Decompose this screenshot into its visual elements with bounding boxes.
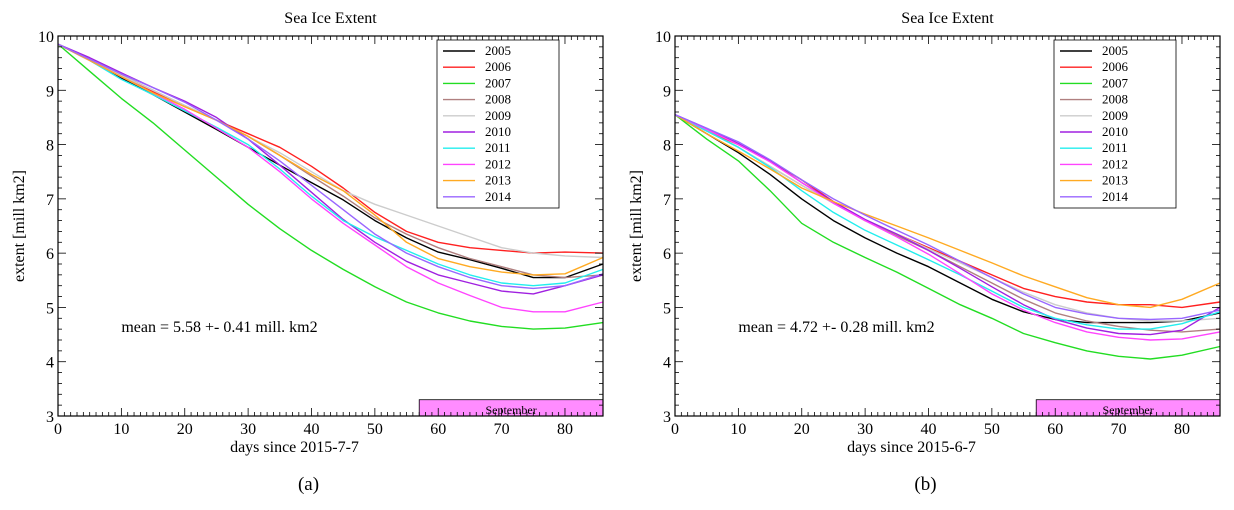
chart-svg-b: Sea Ice Extent September 0 10 20 30 40 50 60 70 80… [628,10,1221,456]
x-tick-label: 0 [671,421,679,438]
y-tick-label: 5 [46,300,54,317]
legend-label: 2005 [485,43,511,58]
legend-label: 2011 [1102,140,1128,155]
chart-title: Sea Ice Extent [901,10,994,27]
legend-label: 2012 [485,156,511,171]
y-tick-label: 9 [46,83,54,100]
legend-label: 2014 [485,189,512,204]
y-tick-label: 4 [46,355,54,372]
mean-annotation: mean = 5.58 +- 0.41 mill. km2 [121,319,317,336]
x-tick-label: 50 [367,421,383,438]
series-line-2005 [674,114,1221,324]
x-axis-label: days since 2015-7-7 [230,439,359,456]
x-tick-label: 80 [1174,421,1190,438]
series-line-2013 [57,43,604,276]
panel-caption-b: (b) [914,474,937,495]
x-tick-label: 30 [240,421,256,438]
chart-svg-a: Sea Ice Extent September 0 10 20 30 40 50 60 70 80… [11,10,604,456]
panel-caption-a: (a) [297,474,320,495]
legend-label: 2008 [1102,92,1128,107]
legend-label: 2009 [485,108,511,123]
x-tick-label: 30 [857,421,873,438]
legend-label: 2010 [1102,124,1128,139]
x-tick-label: 10 [730,421,746,438]
y-tick-label: 6 [46,246,54,263]
series-line-2007 [57,43,604,330]
x-axis-label: days since 2015-6-7 [847,439,976,456]
y-tick-label: 5 [663,300,671,317]
x-tick-label: 10 [113,421,129,438]
y-tick-label: 7 [663,192,671,209]
series-line-2014 [57,43,604,290]
y-axis-label: extent [mill km2] [11,170,28,282]
legend-label: 2013 [485,173,511,188]
y-tick-label: 8 [663,138,671,155]
y-tick-label: 3 [46,409,54,426]
x-tick-label: 70 [1111,421,1127,438]
x-tick-label: 0 [54,421,62,438]
legend-label: 2007 [1102,75,1129,90]
x-tick-label: 40 [920,421,936,438]
series-line-2010 [674,114,1221,336]
series-line-2014 [674,114,1221,321]
x-tick-label: 20 [794,421,810,438]
x-tick-label: 70 [494,421,510,438]
mean-annotation: mean = 4.72 +- 0.28 mill. km2 [738,319,934,336]
y-tick-label: 10 [655,29,671,46]
legend-label: 2008 [485,92,511,107]
x-tick-label: 50 [984,421,1000,438]
september-label: September [485,403,536,417]
legend-label: 2006 [485,59,512,74]
legend-label: 2011 [485,140,511,155]
x-tick-label: 40 [303,421,319,438]
legend-label: 2007 [485,75,512,90]
legend-label: 2013 [1102,173,1128,188]
x-tick-label: 60 [430,421,446,438]
y-tick-label: 7 [46,192,54,209]
series-line-2013 [674,114,1221,309]
y-tick-label: 8 [46,138,54,155]
series-line-2012 [674,114,1221,341]
y-tick-label: 4 [663,355,671,372]
series-line-2007 [674,114,1221,360]
y-tick-label: 10 [38,29,54,46]
y-tick-label: 6 [663,246,671,263]
series-line-2011 [57,43,604,287]
legend-label: 2006 [1102,59,1129,74]
y-tick-label: 9 [663,83,671,100]
legend-label: 2014 [1102,189,1129,204]
y-axis-label: extent [mill km2] [628,170,645,282]
legend-label: 2012 [1102,156,1128,171]
legend-label: 2010 [485,124,511,139]
series-line-2009 [57,43,604,259]
series-line-2011 [674,114,1221,330]
x-tick-label: 60 [1047,421,1063,438]
legend-label: 2005 [1102,43,1128,58]
legend-label: 2009 [1102,108,1128,123]
series-line-2006 [57,43,604,254]
chart-panel-a: Sea Ice Extent September 0 10 20 30 40 50 60 70 80… [11,10,604,495]
x-tick-label: 20 [177,421,193,438]
chart-title: Sea Ice Extent [284,10,377,27]
y-tick-label: 3 [663,409,671,426]
chart-panel-b: Sea Ice Extent September 0 10 20 30 40 50 60 70 80… [617,0,1234,510]
x-tick-label: 80 [557,421,573,438]
september-label: September [1102,403,1153,417]
